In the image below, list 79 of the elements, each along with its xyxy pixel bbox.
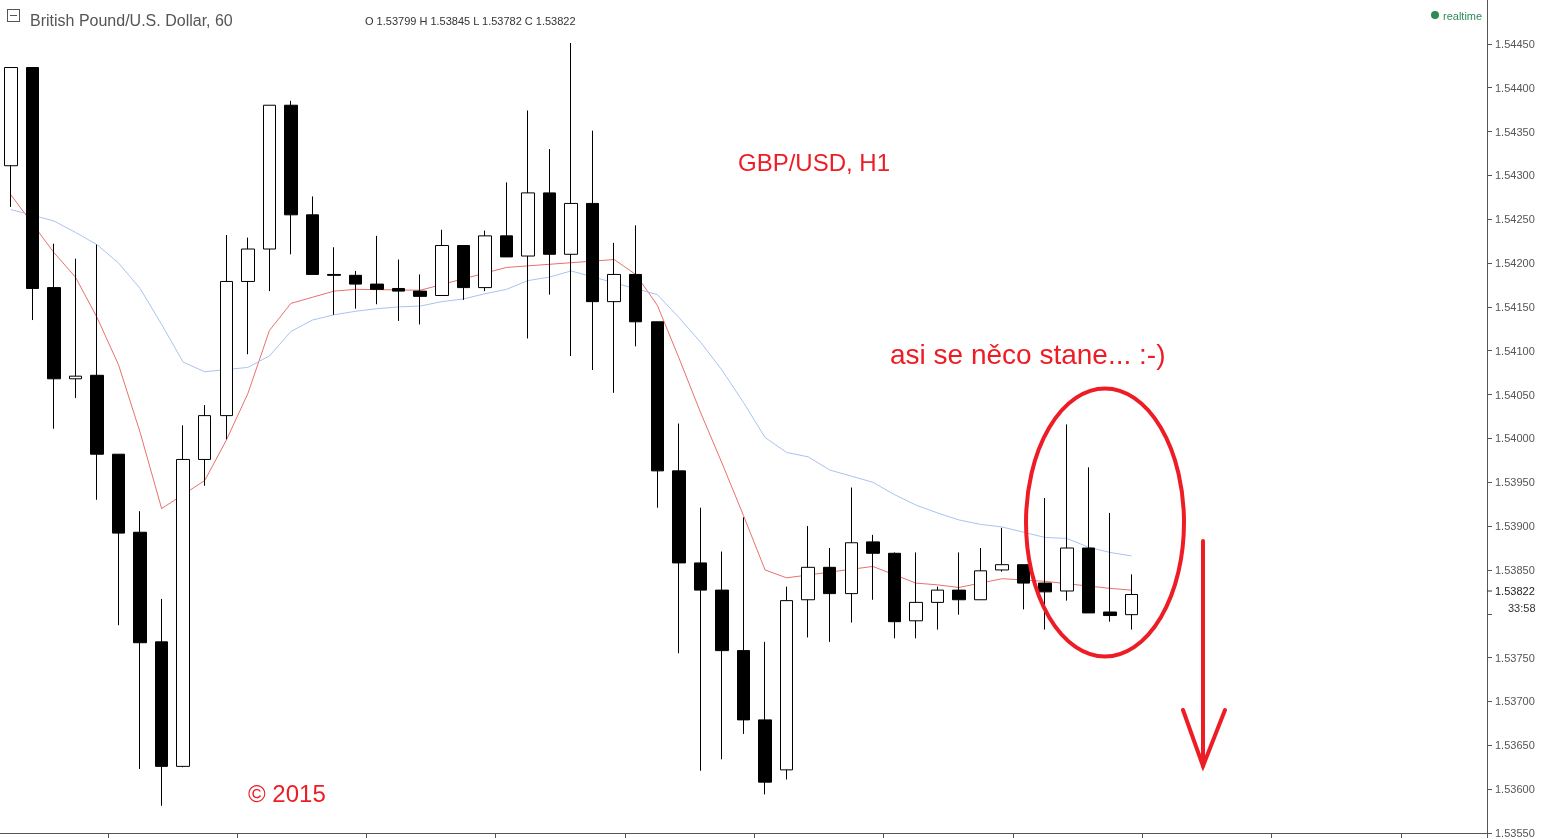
candlestick xyxy=(457,245,470,301)
candlestick xyxy=(952,551,966,616)
candlestick xyxy=(263,104,276,292)
candlestick xyxy=(500,181,513,258)
candlestick xyxy=(586,130,599,371)
candlestick xyxy=(284,100,298,255)
y-tick-label: 1.54100 xyxy=(1495,344,1535,357)
candlestick xyxy=(370,235,384,305)
candlestick xyxy=(349,270,362,310)
candlestick xyxy=(1060,423,1074,602)
text: O 1.53799 H 1.53845 L 1.53782 C 1.53822 xyxy=(365,14,576,27)
candlestick xyxy=(198,404,211,487)
text: British Pound/U.S. Dollar, 60 xyxy=(30,11,233,29)
candlestick xyxy=(909,551,923,639)
annotation: GBP/USD, H1 xyxy=(738,148,891,176)
candlestick xyxy=(758,641,772,795)
candlestick xyxy=(155,598,168,807)
candlestick xyxy=(564,42,578,357)
candlestick xyxy=(974,547,987,601)
candlestick xyxy=(1082,466,1095,614)
annotation: © 2015 xyxy=(248,779,326,807)
text: realtime xyxy=(1443,9,1483,22)
candlestick xyxy=(888,551,901,639)
candlestick xyxy=(543,148,556,296)
y-tick-label: 1.53950 xyxy=(1495,476,1535,489)
candlestick xyxy=(607,242,621,394)
candlestick xyxy=(651,321,664,509)
candlestick xyxy=(176,424,190,768)
y-tick-label: 1.54450 xyxy=(1495,37,1535,50)
candlestick xyxy=(392,259,405,322)
candlestick xyxy=(306,195,319,275)
y-tick-label: 1.54200 xyxy=(1495,257,1535,270)
candlestick xyxy=(694,507,707,772)
candlestick xyxy=(995,527,1009,573)
y-tick-label: 1.53750 xyxy=(1495,651,1535,664)
y-tick-label: 1.53700 xyxy=(1495,695,1535,708)
candlestick xyxy=(4,67,18,208)
candlestick xyxy=(629,224,642,347)
candlestick xyxy=(823,547,836,643)
candlestick xyxy=(845,487,858,624)
y-tick-label: 1.54000 xyxy=(1495,432,1535,445)
candlestick xyxy=(1017,564,1030,610)
annotation: asi se něco stane... :-) xyxy=(890,338,1166,370)
candlestick xyxy=(69,258,82,399)
candlestick xyxy=(112,453,125,626)
y-tick-label: 1.53550 xyxy=(1495,827,1535,839)
y-tick-label: 1.54350 xyxy=(1495,125,1535,138)
candlestick xyxy=(737,516,750,735)
y-tick-label: 1.53600 xyxy=(1495,783,1535,796)
candlestick xyxy=(866,534,880,601)
candlestick xyxy=(931,586,944,631)
candlestick xyxy=(715,551,729,760)
candlestick xyxy=(47,243,61,430)
candlestick xyxy=(327,246,341,316)
candlestick xyxy=(1038,497,1052,631)
y-tick-label: 1.53900 xyxy=(1495,520,1535,533)
y-tick-label: 1.54150 xyxy=(1495,300,1535,313)
candlestick xyxy=(780,586,793,781)
candlestick xyxy=(1103,512,1117,623)
y-tick-label: 1.54400 xyxy=(1495,81,1535,94)
text: 1.53822 xyxy=(1495,584,1535,597)
candlestick xyxy=(133,510,147,770)
candlestick xyxy=(241,237,255,355)
candlestick xyxy=(1125,573,1138,631)
candlestick xyxy=(801,525,815,638)
candlestick xyxy=(672,423,686,654)
candlestick xyxy=(521,109,535,339)
candlestick xyxy=(478,230,492,292)
candlestick xyxy=(90,244,104,501)
candlestick xyxy=(435,229,449,296)
y-tick-label: 1.54300 xyxy=(1495,169,1535,182)
y-tick-label: 1.53650 xyxy=(1495,739,1535,752)
y-tick-label: 1.54050 xyxy=(1495,388,1535,401)
y-tick-label: 1.53850 xyxy=(1495,563,1535,576)
text: 33:58 xyxy=(1508,601,1536,614)
candlestick xyxy=(413,273,427,325)
y-tick-label: 1.54250 xyxy=(1495,213,1535,226)
candlestick xyxy=(26,67,39,321)
candlestick xyxy=(220,234,233,440)
